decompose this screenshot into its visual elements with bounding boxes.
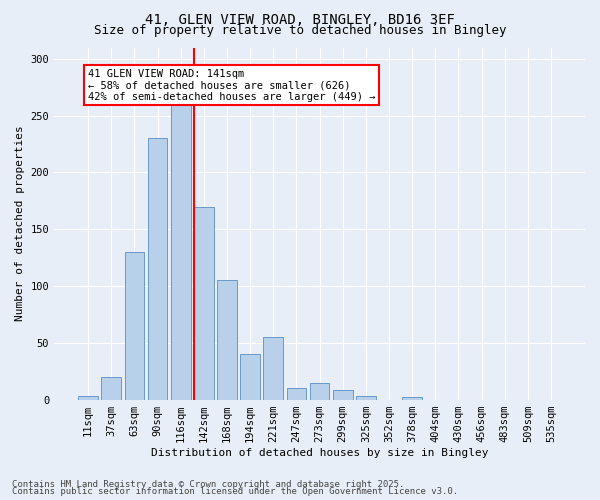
- Bar: [403, 398, 422, 400]
- Bar: [333, 390, 353, 400]
- Text: Contains HM Land Registry data © Crown copyright and database right 2025.: Contains HM Land Registry data © Crown c…: [12, 480, 404, 489]
- X-axis label: Distribution of detached houses by size in Bingley: Distribution of detached houses by size …: [151, 448, 488, 458]
- Bar: [241, 354, 260, 400]
- Bar: [171, 104, 191, 400]
- Bar: [217, 280, 237, 400]
- Text: Size of property relative to detached houses in Bingley: Size of property relative to detached ho…: [94, 24, 506, 37]
- Text: Contains public sector information licensed under the Open Government Licence v3: Contains public sector information licen…: [12, 487, 458, 496]
- Bar: [356, 396, 376, 400]
- Text: 41, GLEN VIEW ROAD, BINGLEY, BD16 3EF: 41, GLEN VIEW ROAD, BINGLEY, BD16 3EF: [145, 12, 455, 26]
- Bar: [101, 377, 121, 400]
- Bar: [310, 382, 329, 400]
- Bar: [78, 396, 98, 400]
- Y-axis label: Number of detached properties: Number of detached properties: [15, 126, 25, 322]
- Text: 41 GLEN VIEW ROAD: 141sqm
← 58% of detached houses are smaller (626)
42% of semi: 41 GLEN VIEW ROAD: 141sqm ← 58% of detac…: [88, 68, 376, 102]
- Bar: [194, 206, 214, 400]
- Bar: [125, 252, 144, 400]
- Bar: [287, 388, 306, 400]
- Bar: [263, 337, 283, 400]
- Bar: [148, 138, 167, 400]
